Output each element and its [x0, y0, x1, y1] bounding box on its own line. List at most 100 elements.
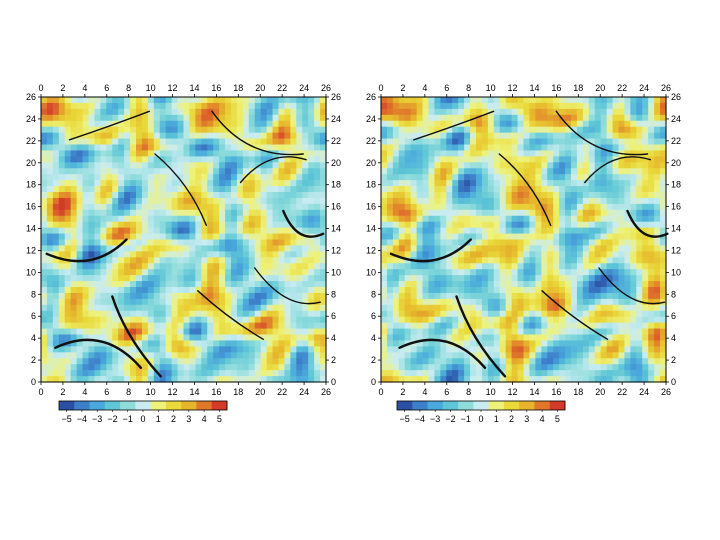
heatmap-cell — [642, 162, 649, 169]
heatmap-cell — [505, 192, 513, 199]
heatmap-cell — [624, 180, 631, 187]
heatmap-cell — [58, 292, 66, 300]
heatmap-cell — [470, 292, 477, 300]
heatmap-cell — [458, 251, 465, 258]
heatmap-cell — [381, 102, 388, 110]
heatmap-cell — [559, 120, 566, 128]
heatmap-cell — [272, 186, 280, 193]
heatmap-cell — [505, 263, 513, 270]
heatmap-cell — [290, 275, 297, 282]
heatmap-cell — [476, 245, 483, 252]
heatmap-cell — [612, 298, 620, 306]
heatmap-cell — [505, 126, 513, 134]
heatmap-cell — [594, 263, 602, 270]
heatmap-cell — [517, 340, 525, 347]
heatmap-cell — [559, 209, 566, 217]
heatmap-cell — [159, 304, 167, 312]
heatmap-cell — [481, 227, 489, 235]
heatmap-cell — [278, 162, 286, 169]
filament — [584, 156, 651, 184]
heatmap-cell — [41, 215, 48, 223]
heatmap-cell — [600, 174, 608, 181]
heatmap-cell — [476, 298, 483, 306]
heatmap-cell — [94, 114, 101, 122]
heatmap-cell — [648, 316, 655, 324]
heatmap-cell — [434, 102, 441, 110]
heatmap-cell — [76, 346, 84, 353]
heatmap-cell — [422, 209, 430, 217]
heatmap-cell — [254, 180, 262, 187]
heatmap-cell — [41, 263, 48, 270]
heatmap-cell — [290, 168, 297, 175]
heatmap-cell — [124, 197, 131, 205]
heatmap-cell — [660, 227, 667, 235]
heatmap-cell — [422, 275, 430, 282]
heatmap-cell — [242, 251, 250, 258]
heatmap-cell — [493, 197, 501, 205]
heatmap-cell — [225, 310, 232, 318]
heatmap-cell — [177, 144, 185, 152]
heatmap-cell — [118, 108, 125, 116]
heatmap-cell — [284, 174, 291, 181]
heatmap-cell — [272, 180, 280, 187]
heatmap-cell — [136, 209, 143, 217]
heatmap-cell — [440, 108, 447, 116]
heatmap-cell — [541, 346, 548, 353]
heatmap-cell — [529, 239, 536, 247]
heatmap-cell — [410, 138, 418, 146]
heatmap-cell — [225, 251, 232, 258]
heatmap-cell — [565, 186, 572, 193]
heatmap-cell — [147, 239, 155, 247]
heatmap-cell — [481, 168, 489, 175]
heatmap-cell — [136, 138, 143, 146]
heatmap-cell — [124, 370, 131, 377]
heatmap-cell — [547, 281, 554, 288]
heatmap-cell — [219, 257, 226, 264]
heatmap-cell — [320, 144, 327, 152]
heatmap-cell — [464, 322, 471, 330]
heatmap-cell — [308, 102, 315, 110]
heatmap-cell — [654, 364, 661, 371]
heatmap-cell — [606, 275, 614, 282]
heatmap-cell — [296, 304, 303, 312]
heatmap-cell — [130, 370, 137, 377]
heatmap-cell — [493, 138, 501, 146]
heatmap-cell — [624, 269, 631, 276]
heatmap-cell — [404, 126, 412, 134]
heatmap-cell — [195, 209, 202, 217]
heatmap-cell — [189, 358, 196, 365]
heatmap-cell — [529, 257, 536, 264]
heatmap-cell — [302, 245, 309, 252]
heatmap-cell — [416, 239, 424, 247]
heatmap-cell — [571, 203, 578, 211]
heatmap-cell — [404, 227, 412, 235]
heatmap-cell — [207, 192, 214, 199]
heatmap-cell — [624, 126, 631, 134]
colorbar: −5 −4 −3 −2 −1 0 1 2 3 4 5 — [58, 400, 228, 424]
heatmap-cell — [266, 352, 274, 359]
heatmap-cell — [660, 310, 667, 318]
heatmap-cell — [236, 257, 244, 264]
heatmap-cell — [600, 233, 608, 241]
heatmap-cell — [308, 209, 315, 217]
heatmap-cell — [195, 239, 202, 247]
heatmap-cell — [278, 192, 286, 199]
heatmap-cell — [505, 304, 513, 312]
heatmap-cell — [82, 352, 90, 359]
heatmap-cell — [416, 233, 424, 241]
heatmap-cell — [231, 227, 238, 235]
heatmap-cell — [189, 245, 196, 252]
heatmap-cell — [231, 298, 238, 306]
heatmap-cell — [46, 180, 54, 187]
heatmap-cell — [404, 132, 412, 140]
heatmap-cell — [511, 209, 519, 217]
heatmap-cell — [189, 203, 196, 211]
heatmap-cell — [618, 114, 626, 122]
heatmap-cell — [612, 376, 620, 383]
heatmap-cell — [636, 221, 643, 229]
heatmap-cell — [499, 138, 507, 146]
heatmap-cell — [248, 239, 256, 247]
heatmap-cell — [58, 328, 66, 336]
heatmap-cell — [118, 304, 125, 312]
heatmap-cell — [70, 180, 78, 187]
